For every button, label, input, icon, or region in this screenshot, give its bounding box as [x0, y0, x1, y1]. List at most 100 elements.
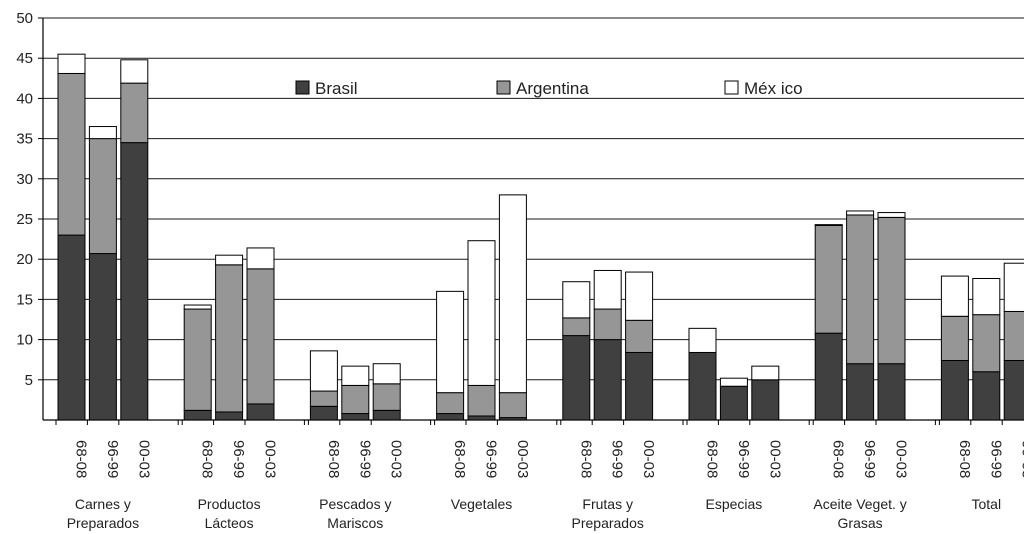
- x-period-label: 00-03: [388, 440, 405, 478]
- bar-segment-brasil: [940, 360, 969, 421]
- y-tick-label: 45: [16, 50, 33, 67]
- bar-segment-argentina: [846, 214, 875, 365]
- bar-segment-argentina: [940, 315, 969, 362]
- bar-segment-brasil: [593, 339, 622, 421]
- x-period-label: 00-03: [514, 440, 531, 478]
- x-period-label: 68-08: [325, 440, 342, 478]
- y-tick-label: 50: [16, 10, 33, 27]
- y-tick-label: 35: [16, 131, 33, 148]
- bar-segment-argentina: [341, 384, 370, 415]
- bar-segment-argentina: [562, 317, 591, 337]
- bar-segment-mxico: [751, 365, 780, 381]
- group-label: Lácteos: [205, 515, 254, 531]
- bar-segment-argentina: [593, 308, 622, 341]
- bar-segment-brasil: [372, 409, 401, 421]
- bar-segment-mxico: [215, 254, 244, 266]
- bar-segment-mxico: [688, 327, 717, 353]
- bar-segment-brasil: [877, 363, 906, 421]
- bar-segment-brasil: [688, 351, 717, 421]
- bar-segment-argentina: [814, 224, 843, 334]
- bar-segment-brasil: [846, 363, 875, 421]
- bar-segment-argentina: [246, 268, 275, 405]
- x-period-label: 96-99: [987, 440, 1004, 478]
- group-label: Grasas: [838, 515, 883, 531]
- group-label: Preparados: [67, 515, 139, 531]
- x-period-label: 68-08: [577, 440, 594, 478]
- bar-segment-brasil: [436, 413, 465, 421]
- bar-segment-argentina: [1003, 310, 1024, 362]
- group-label: Productos: [198, 496, 261, 512]
- bar-segment-mxico: [972, 277, 1001, 316]
- bar-segment-mxico: [57, 53, 86, 74]
- y-tick-label: 10: [16, 332, 33, 349]
- group-label: Pescados y: [319, 496, 391, 512]
- bar-segment-mxico: [625, 271, 654, 321]
- x-period-label: 96-99: [104, 440, 121, 478]
- bar-segment-brasil: [57, 234, 86, 421]
- legend-swatch: [496, 80, 511, 95]
- bar-segment-brasil: [215, 411, 244, 421]
- x-period-label: 68-08: [73, 440, 90, 478]
- legend-label: Brasil: [315, 79, 358, 98]
- bar-segment-mxico: [341, 365, 370, 386]
- y-tick-label: 15: [16, 291, 33, 308]
- bar-segment-brasil: [562, 335, 591, 421]
- bar-segment-mxico: [814, 224, 843, 226]
- bar-segment-argentina: [57, 72, 86, 236]
- bar-segment-argentina: [88, 138, 117, 255]
- legend-label: Méx ico: [744, 79, 803, 98]
- x-period-label: 00-03: [640, 440, 657, 478]
- x-period-label: 68-08: [956, 440, 973, 478]
- bar-segment-argentina: [972, 314, 1001, 373]
- bar-segment-mxico: [372, 363, 401, 385]
- group-label: Total: [972, 496, 1002, 512]
- x-period-label: 96-99: [483, 440, 500, 478]
- legend-swatch: [295, 80, 310, 95]
- x-period-label: 68-08: [704, 440, 721, 478]
- group-label: Carnes y: [75, 496, 131, 512]
- bar-segment-argentina: [467, 384, 496, 417]
- legend: Brasil Argentina Méx ico: [295, 79, 803, 98]
- bar-segment-brasil: [972, 371, 1001, 421]
- bar-segment-brasil: [625, 351, 654, 421]
- bar-segment-mxico: [467, 240, 496, 386]
- bar-segment-mxico: [88, 126, 117, 140]
- x-period-label: 96-99: [735, 440, 752, 478]
- bar-segment-brasil: [88, 253, 117, 421]
- bar-segment-brasil: [309, 405, 338, 421]
- bar-segment-brasil: [246, 403, 275, 421]
- bar-segment-mxico: [562, 281, 591, 319]
- bar-segment-brasil: [120, 142, 149, 421]
- group-label: Especias: [705, 496, 762, 512]
- bar-segment-brasil: [1003, 360, 1024, 421]
- x-period-label: 96-99: [861, 440, 878, 478]
- x-period-label: 00-03: [135, 440, 152, 478]
- group-label: Frutas y: [582, 496, 633, 512]
- y-tick-label: 30: [16, 171, 33, 188]
- bar-segment-mxico: [183, 304, 212, 310]
- bar-segment-mxico: [246, 247, 275, 270]
- bar-segment-mxico: [436, 290, 465, 394]
- group-label: Aceite Veget. y: [813, 496, 906, 512]
- bar-segment-brasil: [183, 409, 212, 421]
- x-period-label: 68-08: [199, 440, 216, 478]
- bar-segment-brasil: [814, 332, 843, 421]
- bar-segment-mxico: [877, 212, 906, 218]
- y-tick-label: 25: [16, 211, 33, 228]
- x-period-label: 96-99: [609, 440, 626, 478]
- y-tick-label: 40: [16, 90, 33, 107]
- bar-segment-argentina: [625, 319, 654, 353]
- bar-segment-argentina: [498, 392, 527, 419]
- bar-segment-mxico: [120, 59, 149, 84]
- bar-segment-mxico: [940, 275, 969, 317]
- x-period-label: 00-03: [1019, 440, 1024, 478]
- bar-segment-brasil: [751, 379, 780, 421]
- x-period-label: 00-03: [893, 440, 910, 478]
- x-period-label: 96-99: [230, 440, 247, 478]
- group-label: Mariscos: [327, 515, 383, 531]
- x-period-label: 00-03: [766, 440, 783, 478]
- bar-segment-mxico: [1003, 262, 1024, 312]
- bar-segment-argentina: [183, 308, 212, 411]
- x-period-label: 68-08: [830, 440, 847, 478]
